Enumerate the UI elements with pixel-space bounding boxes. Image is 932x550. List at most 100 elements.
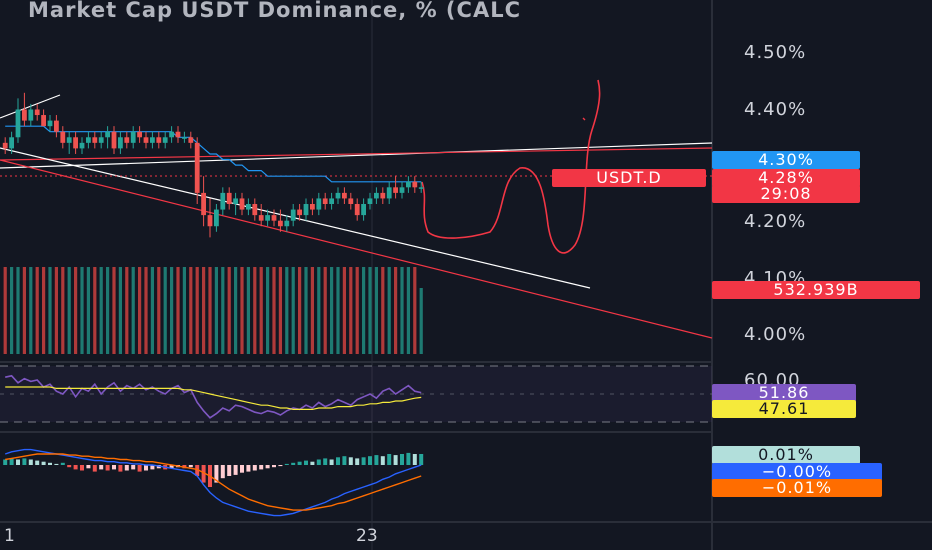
candle-body: [233, 198, 238, 204]
macd-histogram-bar: [60, 462, 65, 465]
macd-histogram-bar: [41, 461, 46, 465]
candle-body: [194, 142, 200, 193]
candle-body: [252, 204, 258, 216]
volume-bar: [298, 267, 302, 354]
candle-body: [214, 209, 219, 227]
candle-body: [41, 115, 46, 127]
volume-tag: 532.939B: [712, 281, 920, 299]
macd-histogram-bar: [272, 465, 276, 468]
macd-histogram-bar: [92, 465, 97, 472]
moving-average-line: [5, 125, 422, 183]
candle-body: [137, 131, 142, 138]
macd-histogram-bar: [348, 457, 353, 465]
volume-bar: [10, 267, 14, 354]
candle-body: [226, 192, 232, 204]
volume-bar: [182, 267, 186, 354]
volume-bar: [234, 267, 238, 354]
macd-histogram-bar: [323, 458, 328, 465]
volume-bar: [80, 267, 84, 354]
macd-histogram-bar: [412, 454, 417, 465]
volume-bar: [355, 267, 359, 354]
macd-histogram-bar: [22, 458, 27, 465]
macd-histogram-bar: [124, 465, 129, 471]
macd-histogram-bar: [336, 457, 340, 465]
candle-body: [201, 192, 206, 216]
candle-body: [220, 192, 226, 210]
volume-bar: [272, 267, 276, 354]
macd-histogram-bar: [195, 465, 200, 476]
candle-body: [322, 198, 328, 204]
volume-bar: [86, 267, 90, 354]
volume-bar: [317, 267, 321, 354]
macd-histogram-bar: [393, 455, 398, 465]
candle-body: [246, 204, 251, 210]
volume-bar: [419, 288, 423, 354]
macd-histogram-bar: [35, 460, 40, 465]
volume-bar: [67, 267, 71, 354]
macd-histogram-bar: [387, 454, 392, 465]
candle-body: [399, 187, 405, 193]
macd-histogram-bar: [73, 465, 78, 470]
volume-bar: [400, 267, 404, 354]
signal-line: [5, 453, 422, 511]
macd-histogram-bar: [400, 454, 404, 465]
rsi-value-tag: 51.86: [712, 384, 856, 402]
macd-histogram-bar: [105, 465, 110, 471]
macd-histogram-bar: [380, 456, 385, 465]
volume-bar: [381, 267, 385, 354]
macd-histogram-bar: [67, 465, 72, 468]
volume-bar: [406, 267, 410, 354]
macd-histogram-bar: [259, 465, 264, 470]
volume-bar: [131, 267, 135, 354]
candle-body: [386, 187, 392, 199]
candle-body: [207, 215, 213, 227]
macd-histogram-bar: [304, 460, 308, 465]
volume-bar: [118, 267, 122, 354]
volume-bar: [61, 267, 65, 354]
macd-histogram-bar: [233, 465, 238, 475]
candle-body: [310, 204, 315, 210]
macd-histogram-bar: [246, 465, 251, 472]
trendline-red-upper: [0, 147, 713, 161]
candle-body: [258, 215, 264, 221]
candle-body: [86, 137, 91, 143]
candle-body: [393, 187, 398, 193]
candle-body: [297, 209, 302, 216]
candle-body: [9, 137, 14, 149]
volume-bar: [157, 267, 161, 354]
candle-body: [406, 181, 411, 188]
volume-bar: [163, 267, 167, 354]
candle-body: [156, 137, 162, 143]
volume-bar: [285, 267, 289, 354]
macd-histogram-bar: [310, 461, 315, 465]
volume-bar: [74, 267, 78, 354]
rsi-line: [5, 374, 422, 419]
candle-body: [361, 204, 366, 216]
chart-title: Market Cap USDT Dominance, % (CALC: [28, 0, 521, 22]
candle-body: [380, 192, 386, 199]
candle-body: [265, 215, 270, 221]
macd-histogram-tag: 0.01%: [712, 446, 860, 464]
candle-body: [47, 120, 53, 127]
volume-bar: [170, 267, 174, 354]
time-axis-label: 23: [356, 526, 378, 546]
macd-histogram-bar: [406, 452, 411, 465]
candle-body: [111, 131, 117, 149]
volume-bar: [374, 267, 378, 354]
macd-histogram-bar: [86, 465, 91, 469]
volume-bar: [3, 267, 7, 354]
candle-body: [60, 131, 66, 143]
candle-body: [54, 120, 59, 132]
volume-bar: [394, 267, 398, 354]
candle-body: [348, 198, 354, 204]
candle-body: [188, 137, 194, 143]
macd-histogram-bar: [227, 465, 232, 476]
macd-histogram-bar: [80, 465, 84, 471]
candle-body: [34, 109, 40, 116]
volume-bar: [99, 267, 103, 354]
macd-histogram-bar: [329, 459, 334, 465]
volume-bar: [291, 267, 295, 354]
candle-body: [73, 137, 78, 149]
trendline-red-lower: [0, 159, 713, 339]
